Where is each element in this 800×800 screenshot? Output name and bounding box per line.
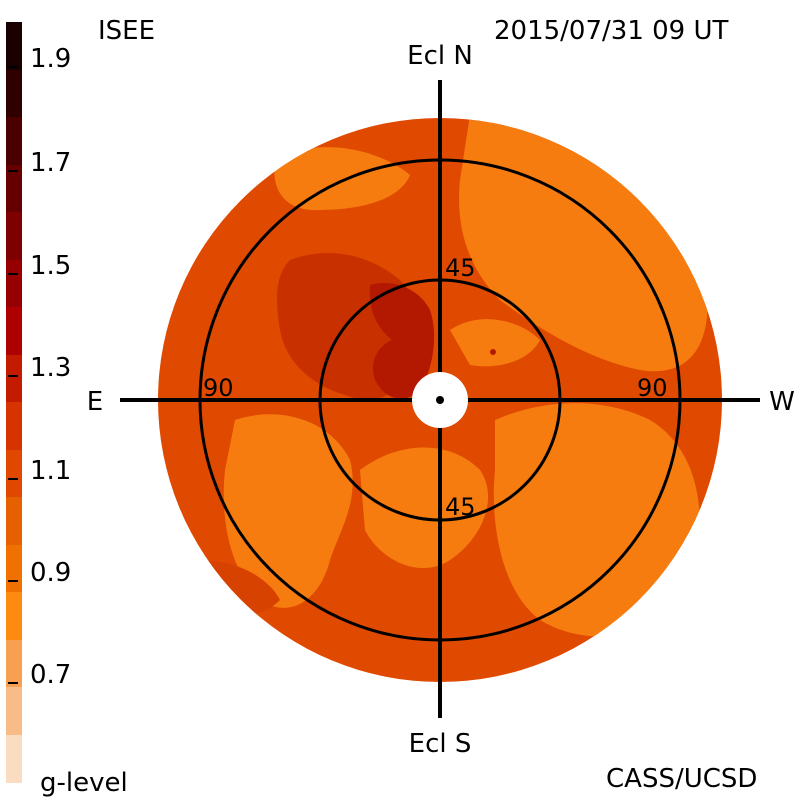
ring-label-90-left: 90 — [203, 374, 234, 402]
colorbar-segment — [6, 639, 22, 688]
colorbar-segment — [6, 69, 22, 118]
map-region-bright — [274, 147, 410, 211]
ring-label-45-top: 45 — [445, 254, 476, 282]
map-region-bright — [493, 403, 700, 637]
colorbar-tick-label: 1.9 — [30, 44, 72, 74]
colorbar — [6, 22, 22, 783]
colorbar-tick — [8, 682, 18, 684]
colorbar-segment — [6, 734, 22, 783]
east-label: E — [87, 387, 103, 417]
colorbar-segment — [6, 259, 22, 308]
colorbar-tick — [8, 66, 18, 68]
colorbar-tick-label: 1.5 — [30, 251, 72, 281]
west-label: W — [769, 387, 795, 417]
colorbar-segment — [6, 592, 22, 640]
colorbar-tick — [8, 273, 18, 275]
colorbar-tick — [8, 580, 18, 582]
colorbar-tick — [8, 170, 18, 172]
colorbar-tick-label: 1.7 — [30, 148, 72, 178]
source-label: ISEE — [98, 16, 156, 46]
colorbar-segment — [6, 164, 22, 213]
colorbar-segment — [6, 497, 22, 545]
ecl-north-label: Ecl N — [407, 41, 473, 71]
colorbar-tick-label: 0.7 — [30, 660, 72, 690]
map-region-darker — [369, 282, 435, 399]
colorbar-segment — [6, 307, 22, 355]
ecl-south-label: Ecl S — [409, 729, 472, 759]
map-region-bright — [450, 319, 540, 367]
colorbar-segment — [6, 354, 22, 403]
colorbar-tick-label: 1.3 — [30, 353, 72, 383]
center-dot — [436, 396, 444, 404]
ring-label-45-bottom: 45 — [445, 493, 476, 521]
colorbar-segment — [6, 22, 22, 70]
colorbar-title: g-level — [40, 768, 128, 798]
colorbar-segment — [6, 449, 22, 498]
colorbar-tick-label: 0.9 — [30, 558, 72, 588]
colorbar-segment — [6, 212, 22, 260]
colorbar-segment — [6, 117, 22, 165]
timestamp: 2015/07/31 09 UT — [494, 16, 729, 46]
credit-label: CASS/UCSD — [606, 764, 758, 794]
colorbar-tick-label: 1.1 — [30, 456, 72, 486]
ring-label-90-right: 90 — [637, 374, 668, 402]
colorbar-segment — [6, 402, 22, 450]
map-region-bright — [223, 414, 353, 608]
colorbar-segment — [6, 687, 22, 735]
map-region-bright — [360, 447, 489, 569]
colorbar-tick — [8, 375, 18, 377]
map-spot — [490, 349, 496, 355]
colorbar-tick — [8, 478, 18, 480]
